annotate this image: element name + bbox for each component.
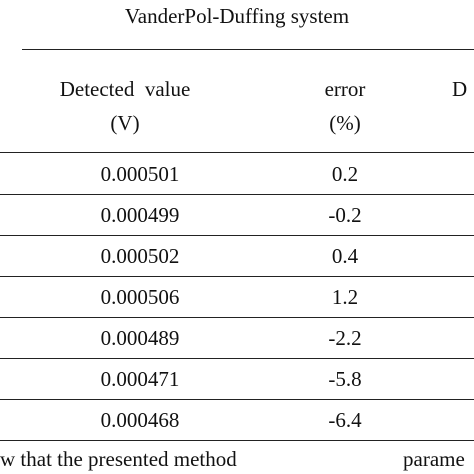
- cell-error: 0.2: [331, 162, 359, 186]
- header-detected-value-unit: (V): [110, 111, 140, 135]
- header-next-column-fragment: D: [452, 77, 468, 101]
- cell-error: -6.4: [328, 408, 362, 432]
- header-detected-value-label: Detected value: [59, 77, 191, 101]
- cell-error: -0.2: [328, 203, 362, 227]
- cell-detected-value: 0.000471: [100, 367, 180, 391]
- table-bottom-rule: [0, 440, 474, 441]
- table-group-title: VanderPol-Duffing system: [124, 4, 350, 28]
- cell-detected-value: 0.000506: [100, 285, 180, 309]
- row-rule: [0, 276, 474, 277]
- header-detected-value: Detected value (V): [20, 72, 230, 140]
- cell-detected-value: 0.000502: [100, 244, 180, 268]
- cell-error: 1.2: [331, 285, 359, 309]
- cell-error: -5.8: [328, 367, 362, 391]
- cell-error: 0.4: [331, 244, 359, 268]
- row-rule: [0, 317, 474, 318]
- header-rule: [0, 152, 474, 153]
- cell-detected-value: 0.000499: [100, 203, 180, 227]
- row-rule: [0, 235, 474, 236]
- footer-text-right: parame: [403, 447, 465, 471]
- header-error-unit: (%): [329, 111, 361, 135]
- row-rule: [0, 194, 474, 195]
- cell-detected-value: 0.000501: [100, 162, 180, 186]
- row-rule: [0, 358, 474, 359]
- group-rule: [22, 49, 474, 50]
- cell-error: -2.2: [328, 326, 362, 350]
- footer-text-left: w that the presented method: [0, 447, 237, 471]
- header-error-label: error: [324, 77, 366, 101]
- cell-detected-value: 0.000468: [100, 408, 180, 432]
- cell-detected-value: 0.000489: [100, 326, 180, 350]
- header-error: error (%): [300, 72, 390, 140]
- row-rule: [0, 399, 474, 400]
